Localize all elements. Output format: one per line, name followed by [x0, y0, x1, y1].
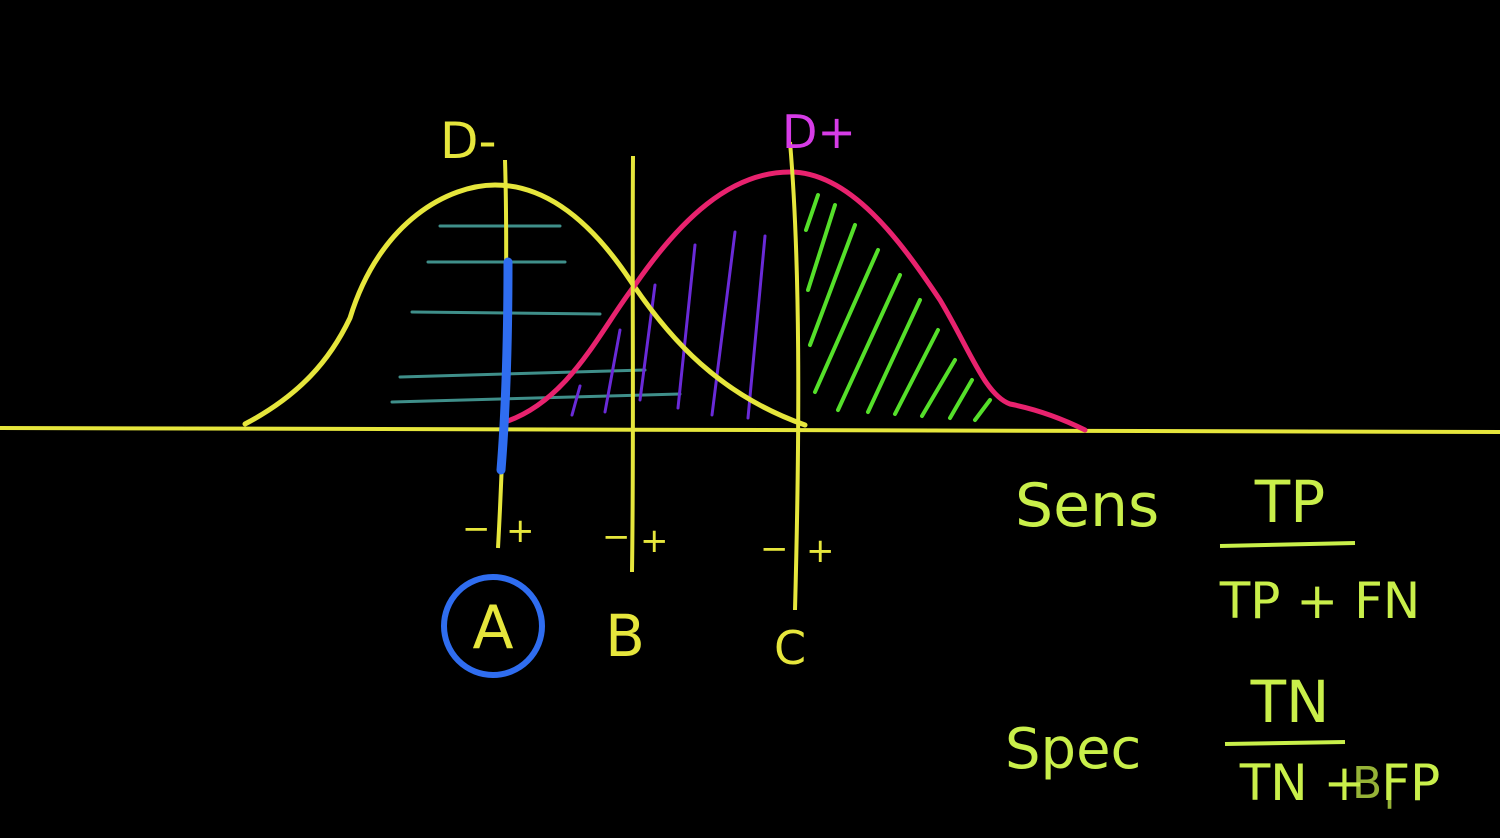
overlap-hatch: [570, 230, 767, 420]
baseline-axis: [0, 426, 1500, 434]
cutoff-b-plus: +: [640, 521, 669, 561]
specificity-scribble: B|: [1352, 758, 1397, 809]
cutoff-c-signs: − +: [760, 529, 835, 571]
sensitivity-label: Sens: [1015, 471, 1159, 541]
cutoff-c-plus: +: [806, 531, 835, 571]
specificity-denominator: TN + FP: [1239, 754, 1441, 812]
positive-distribution-curve: [502, 169, 1088, 433]
sensitivity-formula: Sens TP TP + FN: [1015, 468, 1420, 630]
cutoff-b-signs: − +: [602, 517, 669, 561]
true-positive-hatch: [804, 193, 992, 422]
specificity-label: Spec: [1005, 717, 1141, 782]
cutoff-c-label[interactable]: C: [774, 621, 806, 675]
cutoff-line-c: [788, 141, 801, 611]
sensitivity-fraction-bar: [1219, 541, 1356, 548]
cutoff-a-label[interactable]: A: [472, 593, 513, 663]
cutoff-line-b: [630, 155, 635, 573]
cutoff-a-plus: +: [506, 511, 535, 551]
cutoff-b-label[interactable]: B: [605, 602, 645, 670]
cutoff-a-signs: − +: [462, 509, 535, 551]
sensitivity-denominator: TP + FN: [1219, 572, 1421, 630]
selected-cutoff-circle: [441, 574, 545, 678]
specificity-formula: Spec TN B| TN + FP: [1005, 668, 1440, 812]
specificity-fraction-bar: [1224, 740, 1346, 746]
specificity-numerator: TN: [1250, 668, 1330, 736]
sensitivity-numerator: TP: [1254, 468, 1325, 536]
cutoff-c-minus: −: [760, 529, 789, 569]
positive-curve-label: D+: [782, 105, 856, 159]
cutoff-a-minus: −: [462, 509, 491, 549]
negative-curve-label: D-: [440, 112, 497, 170]
cutoff-b-minus: −: [602, 517, 631, 557]
negative-distribution-curve: [242, 182, 808, 428]
cutoff-line-a-highlight: [496, 257, 513, 475]
